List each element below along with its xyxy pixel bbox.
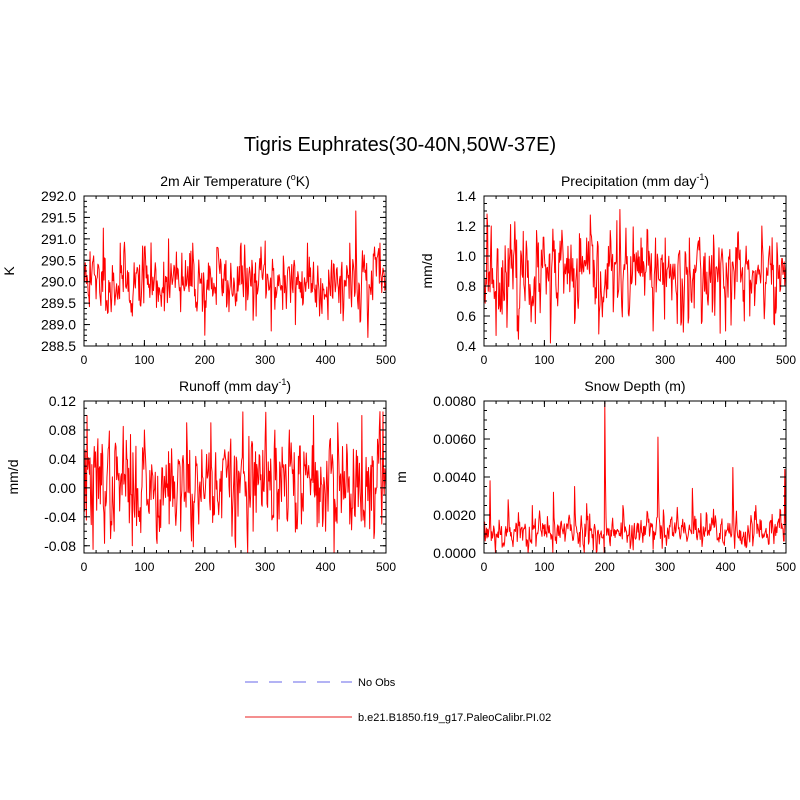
- x-tick-label: 400: [716, 560, 736, 574]
- legend-label-no-obs: No Obs: [358, 677, 396, 689]
- panel-air-temperature: 2m Air Temperature (oK) K 0 100 200 300 400 5…: [1, 172, 396, 367]
- y-tick-label: 1.4: [457, 188, 477, 204]
- panel-precipitation: Precipitation (mm day-1) mm/d 0 100 200 300…: [419, 172, 796, 367]
- panel-title: Runoff (mm day-1): [179, 377, 291, 394]
- x-tick-label: 300: [255, 560, 275, 574]
- x-tick-label: 100: [134, 353, 154, 367]
- x-tick-label: 200: [595, 560, 615, 574]
- y-tick-label: 292.0: [41, 188, 76, 204]
- y-tick-label: 0.0000: [433, 545, 476, 561]
- x-tick-label: 400: [316, 560, 336, 574]
- y-tick-label: 290.5: [41, 252, 76, 268]
- y-axis-label: m: [393, 471, 409, 483]
- series-line-model-run: [83, 210, 387, 338]
- y-tick-label: 291.0: [41, 231, 76, 247]
- x-tick-label: 500: [776, 353, 796, 367]
- y-tick-label: 0.4: [457, 338, 477, 354]
- plot-frame: [83, 400, 387, 554]
- panel-runoff: Runoff (mm day-1) mm/d 0 100 200 300 400 500 -…: [5, 377, 396, 574]
- legend: No Obs b.e21.B1850.f19_g17.PaleoCalibr.P…: [245, 677, 551, 724]
- y-tick-label: 0.04: [49, 451, 76, 467]
- y-tick-label: 289.5: [41, 295, 76, 311]
- x-tick-label: 100: [534, 560, 554, 574]
- y-tick-label: 0.6: [457, 308, 477, 324]
- y-tick-label: 290.0: [41, 274, 76, 290]
- x-tick-label: 100: [534, 353, 554, 367]
- x-tick-label: 0: [81, 353, 88, 367]
- y-tick-label: 0.0080: [433, 393, 476, 409]
- panel-snow-depth: Snow Depth (m) m 0 100 200 300 400 500 0.0000 0…: [393, 378, 796, 574]
- series-line-model-run: [483, 402, 787, 554]
- y-tick-label: -0.04: [44, 509, 76, 525]
- panel-title: 2m Air Temperature (oK): [160, 172, 309, 189]
- x-tick-label: 200: [195, 353, 215, 367]
- y-axis-label: mm/d: [419, 254, 435, 289]
- series-line-model-run: [483, 209, 787, 344]
- panel-title: Snow Depth (m): [584, 378, 685, 394]
- y-tick-label: 289.0: [41, 317, 76, 333]
- x-tick-label: 300: [655, 353, 675, 367]
- series-line-model-run: [83, 411, 387, 554]
- x-tick-label: 100: [134, 560, 154, 574]
- y-tick-label: 1.0: [457, 248, 477, 264]
- y-tick-label: 1.2: [457, 218, 477, 234]
- legend-label-model-run: b.e21.B1850.f19_g17.PaleoCalibr.PI.02: [358, 712, 551, 724]
- y-tick-label: -0.08: [44, 538, 76, 554]
- x-tick-label: 200: [595, 353, 615, 367]
- x-tick-label: 300: [655, 560, 675, 574]
- y-tick-label: 0.12: [49, 393, 76, 409]
- x-tick-label: 300: [255, 353, 275, 367]
- y-tick-label: 0.0040: [433, 469, 476, 485]
- figure-title: Tigris Euphrates(30-40N,50W-37E): [244, 134, 556, 156]
- y-tick-label: 291.5: [41, 209, 76, 225]
- x-tick-label: 400: [316, 353, 336, 367]
- panel-title: Precipitation (mm day-1): [561, 172, 709, 189]
- y-tick-label: 0.0060: [433, 431, 476, 447]
- x-tick-label: 200: [195, 560, 215, 574]
- y-tick-label: 0.0020: [433, 507, 476, 523]
- x-tick-label: 0: [481, 560, 488, 574]
- x-tick-label: 500: [376, 353, 396, 367]
- x-tick-label: 0: [81, 560, 88, 574]
- x-tick-label: 400: [716, 353, 736, 367]
- x-tick-label: 500: [376, 560, 396, 574]
- y-tick-label: 288.5: [41, 338, 76, 354]
- x-tick-label: 500: [776, 560, 796, 574]
- y-axis-label: K: [1, 266, 17, 276]
- y-tick-label: 0.00: [49, 480, 76, 496]
- y-tick-label: 0.08: [49, 422, 76, 438]
- x-tick-label: 0: [481, 353, 488, 367]
- y-tick-label: 0.8: [457, 278, 477, 294]
- y-axis-label: mm/d: [5, 460, 21, 495]
